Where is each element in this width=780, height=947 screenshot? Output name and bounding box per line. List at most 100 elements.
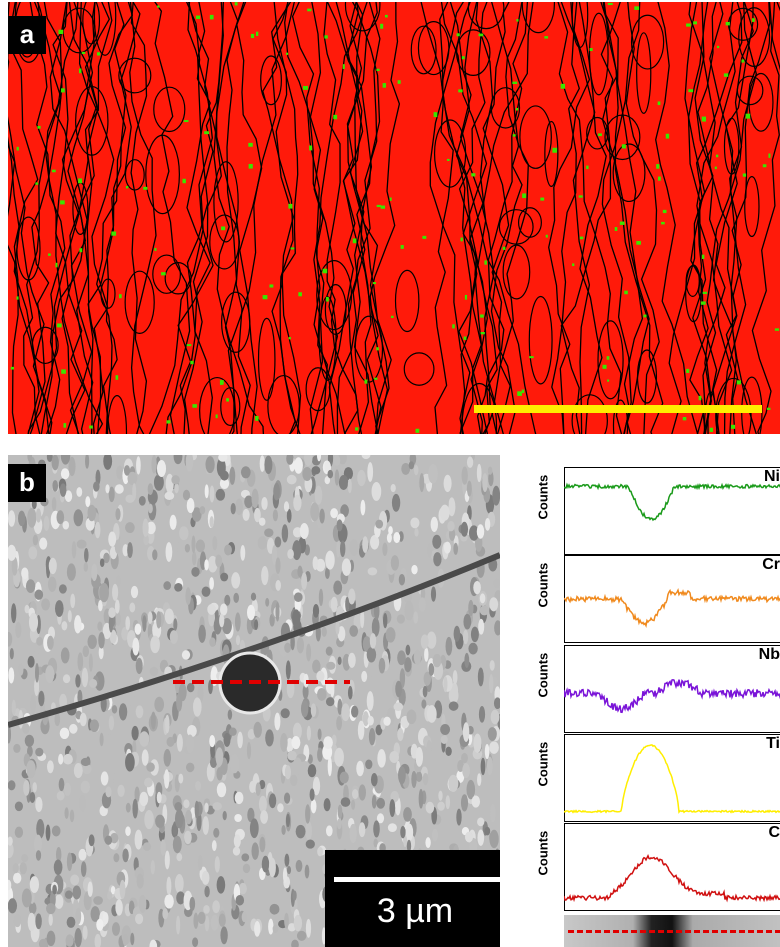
secondary-phase-dot [552,147,558,153]
secondary-phase-dot [614,227,618,231]
sem-cell [398,766,406,785]
secondary-phase-dot [226,398,229,402]
sem-cell [173,455,183,465]
sem-cell [118,703,128,721]
sem-cell [197,911,206,925]
sem-cell [186,497,195,514]
sem-cell [14,826,24,838]
sem-cell [147,483,154,495]
sem-cell [125,494,135,503]
sem-cell [89,719,100,733]
sem-cell [306,725,312,741]
secondary-phase-dot [715,154,719,158]
sem-cell [340,797,351,807]
sem-cell [156,611,162,629]
sem-cell [139,791,149,807]
grain-boundary [45,2,104,434]
sem-cell [98,632,105,649]
secondary-phase-dot [397,80,401,84]
sem-cell [18,663,24,676]
sem-cell [13,743,21,753]
sem-cell [8,544,17,561]
sem-cell [215,554,223,568]
grain-boundary [490,2,523,434]
sem-cell [108,715,115,731]
sem-cell [254,619,259,631]
sem-cell [55,846,62,863]
sem-cell [143,534,149,546]
sem-cell [422,772,429,786]
secondary-phase-dot [766,407,771,410]
secondary-phase-dot [607,379,610,382]
sem-cell [191,535,196,554]
grain-boundary [601,2,641,434]
sem-cell [310,703,317,718]
sem-cell [184,830,192,845]
sem-cell [377,749,386,768]
sem-cell [45,665,55,684]
sem-cell [109,629,117,644]
sem-cell [299,523,309,539]
grain-boundary [227,2,295,434]
sem-cell [64,807,69,819]
sem-cell [433,552,442,567]
grain-outline [16,216,41,281]
secondary-phase-dot [714,166,717,170]
sem-cell [240,545,246,561]
sem-cell [174,482,179,494]
secondary-phase-dot [657,176,661,181]
sem-cell [11,556,18,576]
sem-cell [397,650,406,666]
sem-cell [192,937,199,947]
profile-frame [564,467,780,555]
grain-boundary [709,2,738,434]
secondary-phase-dot [89,425,93,429]
secondary-phase-dot [269,284,274,288]
sem-cell [312,556,319,570]
sem-cell [152,549,158,561]
grain-boundary [323,2,363,434]
grain-outline [82,2,101,45]
sem-cell [166,876,172,896]
sem-cell [362,711,369,727]
sem-cell [404,601,414,621]
sem-cell [366,647,377,663]
sem-cell [443,474,452,493]
grain-outline [221,291,251,353]
sem-cell [153,474,164,491]
sem-cell [349,823,357,844]
secondary-phase-dot [157,5,160,8]
sem-cell [348,588,356,605]
sem-cell [375,519,384,529]
grain-outline [354,315,384,383]
grain-outline [75,85,109,156]
sem-cell [230,503,236,515]
sem-cell [176,891,185,905]
sem-cell [259,779,266,790]
sem-cell [12,863,19,874]
secondary-phase-dot [192,404,197,408]
sem-cell [211,840,217,852]
sem-cell [371,481,382,501]
sem-cell [75,907,82,925]
sem-cell [230,754,240,774]
sem-cell [460,521,469,537]
sem-cell [78,848,87,861]
sem-cell [146,521,156,535]
grain-outline [403,352,435,386]
sem-cell [48,913,53,926]
sem-cell [27,455,33,462]
sem-cell [462,763,470,779]
sem-cell [34,677,40,697]
sem-cell [470,626,479,643]
secondary-phase-dot [56,323,62,328]
sem-cell [80,861,87,877]
sem-cell [366,691,374,711]
sem-cell [26,745,33,757]
secondary-phase-dot [478,33,484,37]
sem-cell [164,894,174,909]
sem-cell [85,455,90,469]
sem-cell [283,501,290,512]
sem-cell [339,771,349,784]
sem-cell [94,521,101,539]
